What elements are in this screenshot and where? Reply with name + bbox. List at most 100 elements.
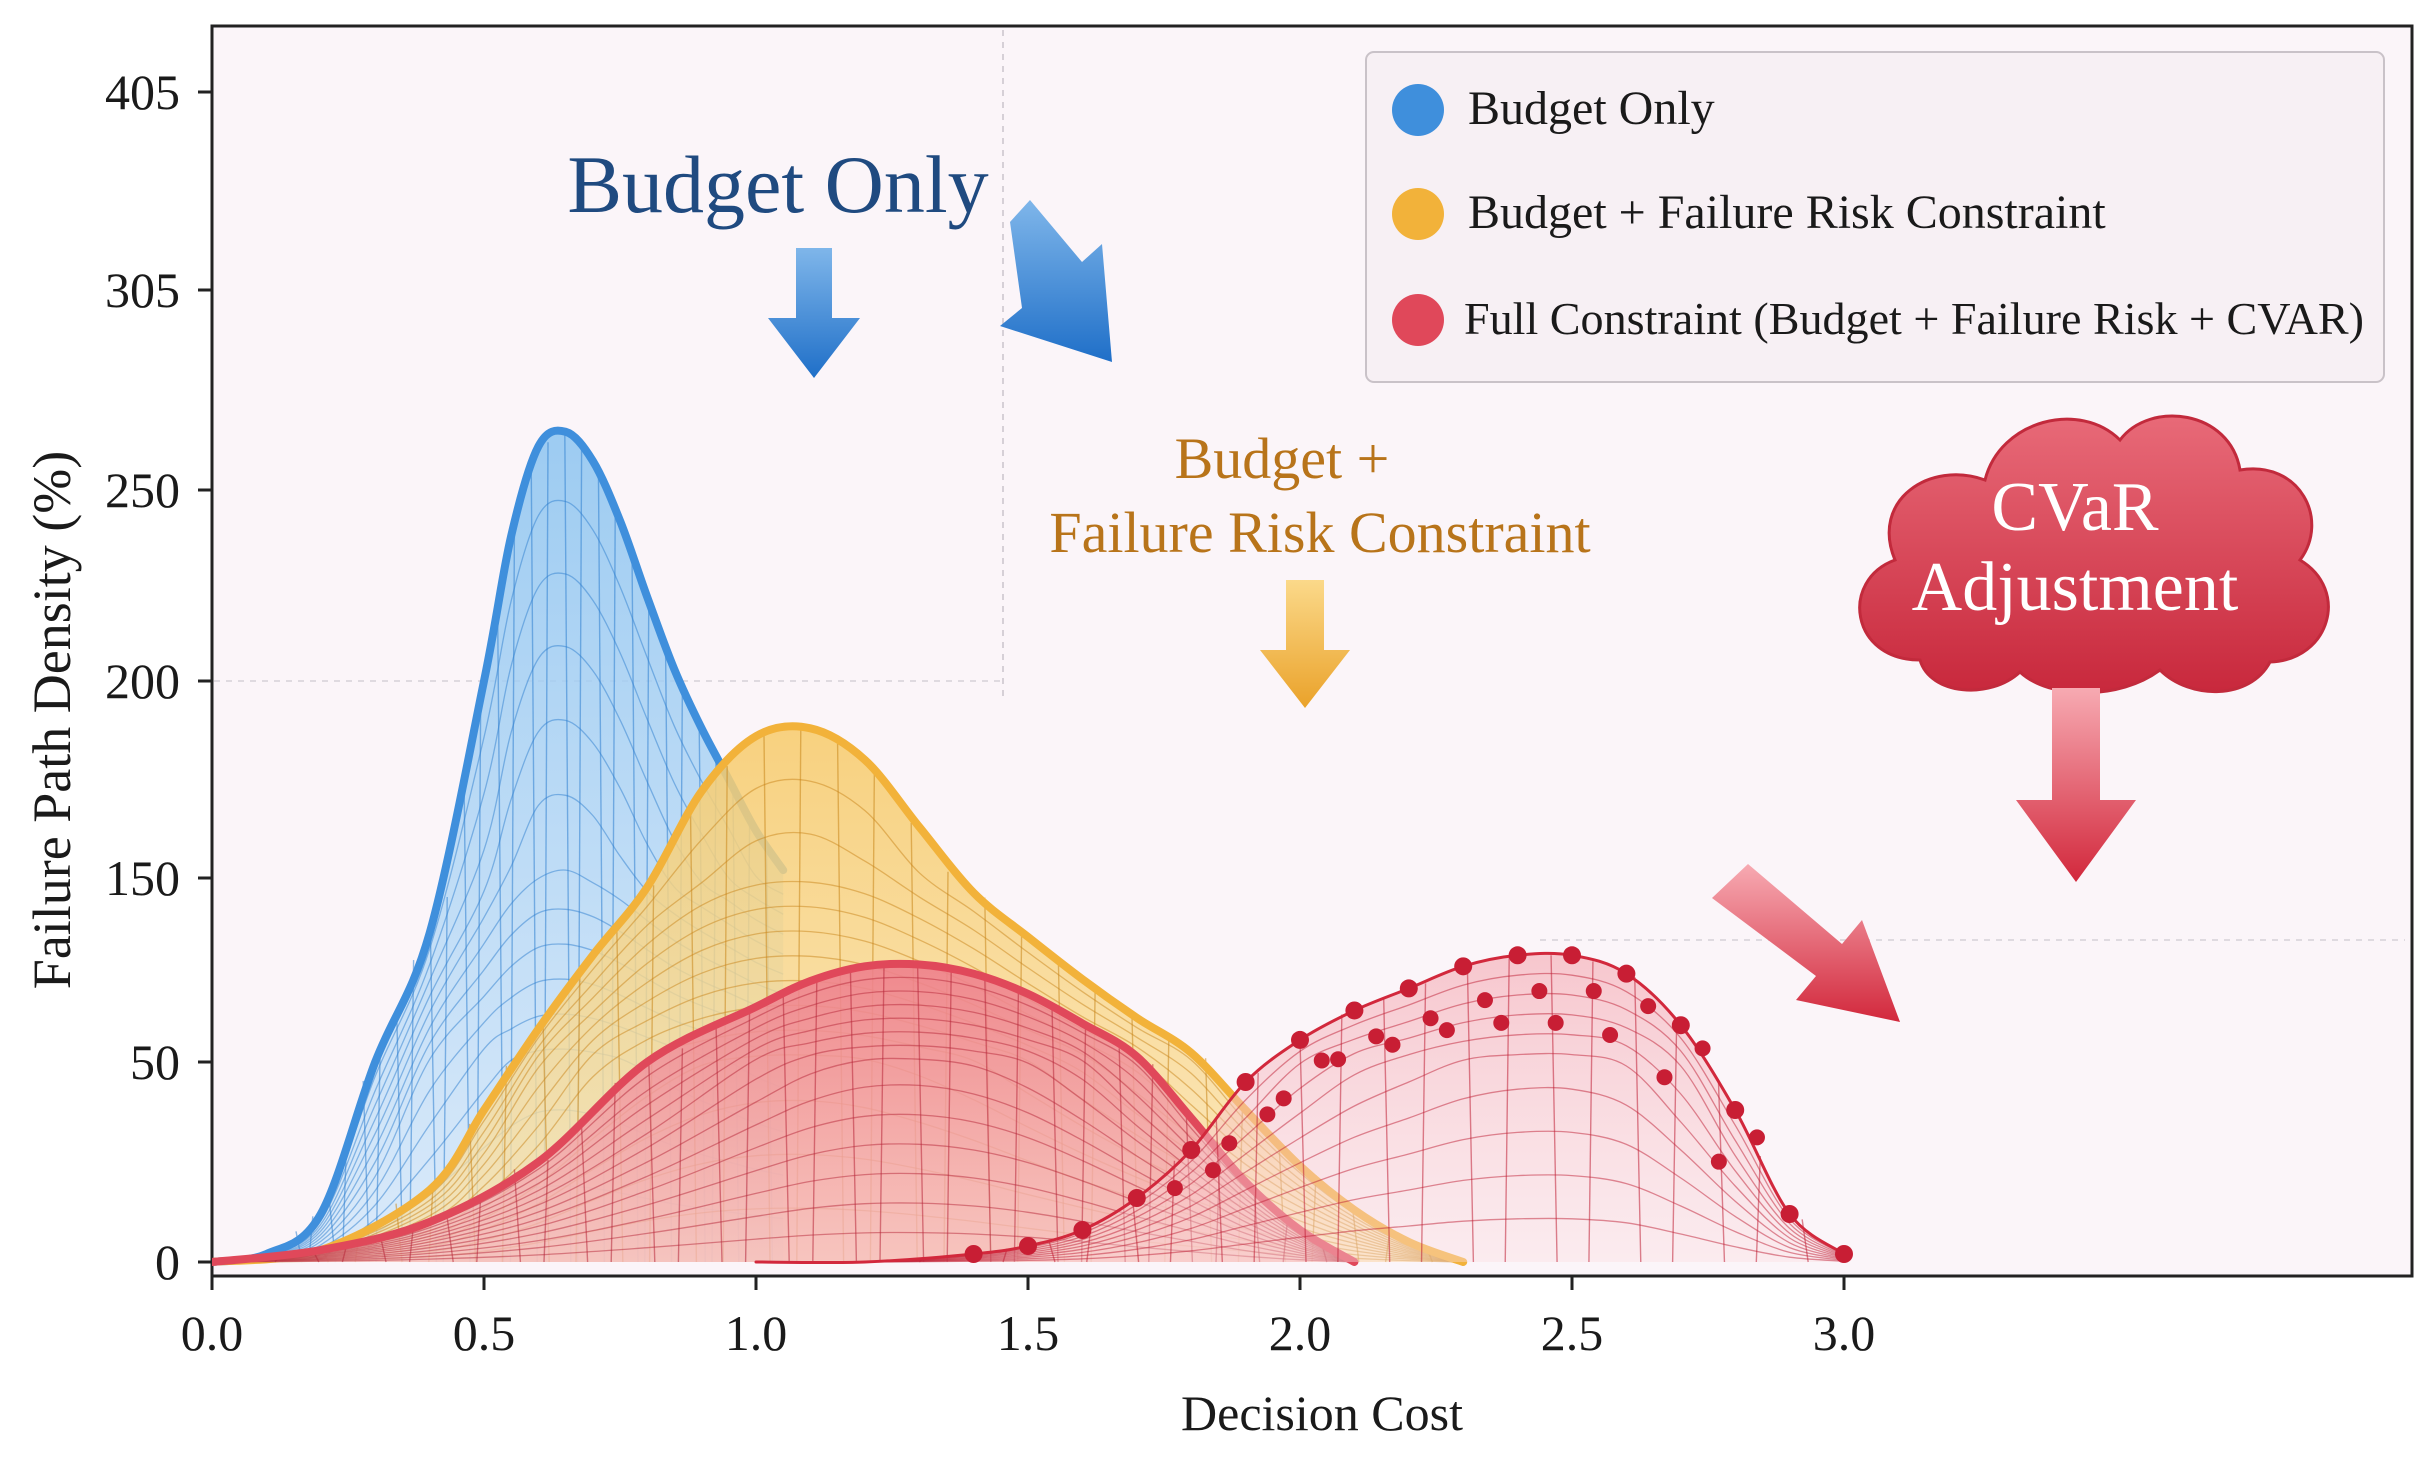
cvar-point-inner [1384, 1036, 1401, 1053]
mesh-contour-cvar-adjustment [755, 1217, 1845, 1263]
mesh-vertical-full-constraint [849, 968, 858, 1263]
annotation-budget-failure-line1: Budget + [1175, 426, 1390, 491]
mesh-vertical-cvar-adjustment [1169, 1160, 1176, 1263]
legend-label-budget-failure: Budget + Failure Risk Constraint [1468, 186, 2106, 239]
annotation-budget-failure-line2: Failure Risk Constraint [1049, 500, 1590, 565]
line-full-constraint [212, 959, 1359, 1266]
y-tick-label-50: 50 [130, 1034, 180, 1090]
y-tick-label-0: 0 [155, 1234, 180, 1290]
mesh-vertical-full-constraint [476, 1194, 482, 1263]
x-axis-label: Decision Cost [1181, 1385, 1463, 1441]
area-cvar-adjustment [756, 953, 1844, 1263]
mesh-vertical-full-constraint [782, 993, 790, 1263]
cvar-point-inner [1313, 1052, 1330, 1069]
cvar-point-inner [1368, 1028, 1385, 1045]
cvar-point [1671, 1016, 1690, 1035]
cvar-point [1182, 1141, 1201, 1159]
cvar-point [1236, 1073, 1255, 1091]
mesh-vertical-full-constraint [677, 1048, 684, 1263]
mesh-vertical-full-constraint [610, 1082, 616, 1263]
mesh-vertical-full-constraint [946, 970, 952, 1263]
mesh-contour-cvar-adjustment [755, 1012, 1845, 1264]
cvar-point [1508, 946, 1527, 965]
legend-swatch-yellow [1392, 188, 1444, 240]
x-tick-label-3.0: 3.0 [1813, 1305, 1876, 1361]
cvar-point-inner [1476, 992, 1493, 1009]
cloud-callout: CVaR Adjustment [1858, 414, 2330, 695]
cvar-point-inner [1259, 1106, 1276, 1123]
cvar-point-inner [1438, 1022, 1455, 1039]
cvar-point-inner [1710, 1153, 1727, 1170]
mesh-vertical-cvar-adjustment [1755, 1155, 1762, 1263]
mesh-vertical-cvar-adjustment [1504, 955, 1510, 1263]
cvar-point-inner [1493, 1014, 1510, 1031]
mesh-vertical-cvar-adjustment [1382, 998, 1391, 1263]
arrow-diagonal-red-icon [1712, 864, 1900, 1022]
mesh-vertical-cvar-adjustment [1466, 966, 1475, 1263]
x-tick-label-1.0: 1.0 [725, 1305, 788, 1361]
mesh-contour-cvar-adjustment [755, 1052, 1845, 1263]
cvar-point [1345, 1001, 1364, 1020]
cvar-point-inner [1547, 1014, 1564, 1031]
mesh-vertical-full-constraint [984, 975, 992, 1263]
cvar-point [1617, 964, 1636, 983]
series-cvar-adjustment [754, 946, 1853, 1265]
x-tick-label-0.0: 0.0 [181, 1305, 244, 1361]
cvar-point [1563, 946, 1581, 965]
mesh-vertical-full-constraint [812, 980, 818, 1263]
mesh-vertical-cvar-adjustment [1420, 983, 1427, 1263]
cvar-point [1073, 1221, 1092, 1239]
y-tick-label-405: 405 [105, 64, 180, 120]
mesh-contour-cvar-adjustment [755, 1086, 1845, 1263]
arrow-down-blue-icon [768, 248, 860, 378]
mesh-vertical-full-constraint [916, 964, 925, 1263]
legend-label-budget-only: Budget Only [1468, 82, 1715, 135]
mesh-contour-cvar-adjustment [755, 992, 1845, 1264]
mesh-vertical-cvar-adjustment [1215, 1119, 1224, 1263]
mesh-vertical-full-constraint [1013, 992, 1020, 1263]
x-tick-label-2.0: 2.0 [1269, 1305, 1332, 1361]
legend-swatch-blue [1392, 84, 1444, 136]
line-budget-only [212, 426, 788, 1266]
cvar-point-inner [1221, 1135, 1238, 1152]
cloud-text-line1: CVaR [1991, 469, 2159, 546]
cvar-point-inner [1640, 998, 1657, 1015]
mesh-vertical-cvar-adjustment [1588, 961, 1594, 1263]
y-tick-label-250: 250 [105, 462, 180, 518]
cvar-point [1780, 1205, 1799, 1223]
legend-label-full-constraint: Full Constraint (Budget + Failure Risk +… [1464, 293, 2364, 344]
x-tick-label-0.5: 0.5 [453, 1305, 516, 1361]
cvar-point [1127, 1189, 1146, 1207]
cvar-point [1835, 1245, 1853, 1263]
cvar-point [1726, 1101, 1745, 1119]
x-tick-label-1.5: 1.5 [997, 1305, 1060, 1361]
cvar-point-inner [1166, 1180, 1183, 1197]
cloud-shape [1858, 414, 2330, 695]
x-tick-label-2.5: 2.5 [1541, 1305, 1604, 1361]
cloud-text-line2: Adjustment [1912, 549, 2239, 626]
legend: Budget Only Budget + Failure Risk Constr… [1365, 51, 2385, 383]
area-full-constraint [212, 963, 1355, 1262]
y-axis-label: Failure Path Density (%) [22, 451, 82, 989]
series-layer [212, 426, 1853, 1266]
cvar-point-inner [1204, 1162, 1221, 1179]
cvar-point-inner [1585, 983, 1602, 1000]
mesh-vertical-full-constraint [580, 1127, 589, 1263]
ticks-layer: 0.0 0.5 1.0 1.5 2.0 2.5 3.0 0 50 150 200 250 305 405 [105, 64, 1875, 1361]
mesh-contour-cvar-adjustment [755, 1174, 1845, 1263]
mesh-vertical-cvar-adjustment [1717, 1081, 1726, 1263]
legend-swatch-red [1392, 294, 1444, 346]
cvar-point-inner [1656, 1069, 1673, 1086]
arrow-diagonal-blue-icon [1000, 200, 1112, 362]
y-tick-label-200: 200 [105, 653, 180, 709]
cvar-point [1399, 979, 1418, 998]
mesh-vertical-cvar-adjustment [1671, 1024, 1678, 1263]
cvar-point-inner [1275, 1090, 1292, 1107]
arrow-down-red-icon [2016, 688, 2136, 882]
mesh-vertical-full-constraint [1051, 1006, 1059, 1263]
legend-box [1365, 51, 2385, 383]
mesh-contour-cvar-adjustment [755, 1033, 1845, 1264]
y-tick-label-305: 305 [105, 262, 180, 318]
cvar-point [1291, 1030, 1309, 1049]
